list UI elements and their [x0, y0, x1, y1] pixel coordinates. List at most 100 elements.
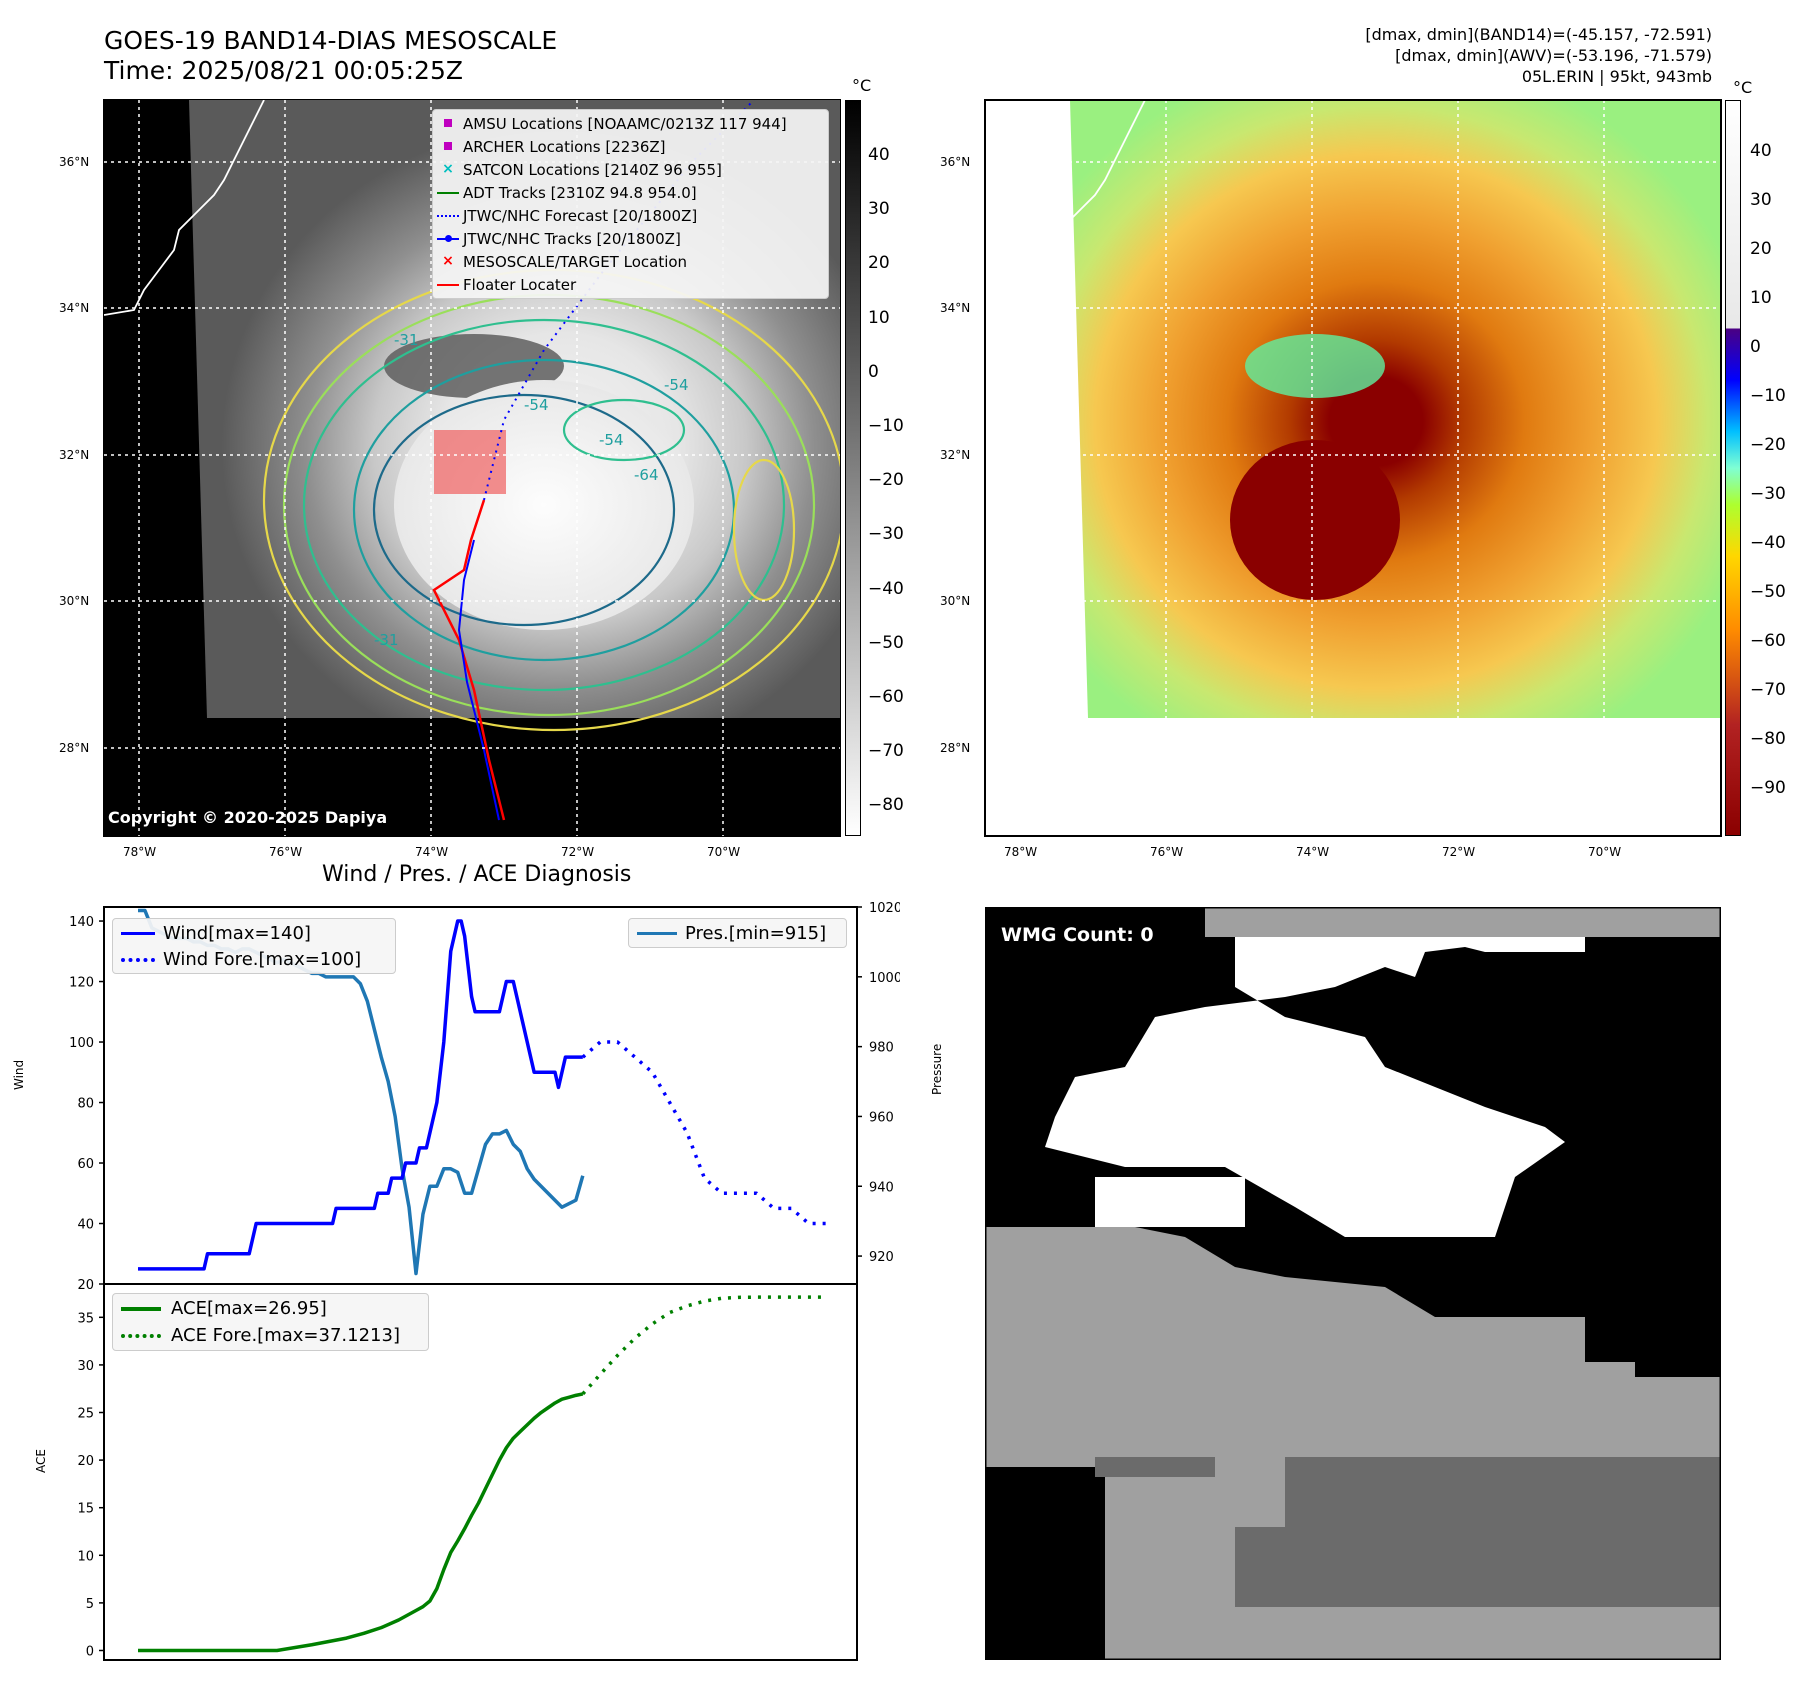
pressure-tick-label: 940	[869, 1180, 894, 1195]
storm-info-band14: [dmax, dmin](BAND14)=(-45.157, -72.591)	[1365, 25, 1712, 44]
wind-tick-label: 120	[69, 976, 94, 991]
legend-label: ACE[max=26.95]	[171, 1298, 327, 1319]
pressure-tick-label: 1000	[869, 971, 900, 986]
colorbar-tick-label: 30	[868, 199, 890, 220]
lat-tick-label: 32°N	[940, 448, 971, 462]
colorbar-tick-label: −20	[868, 470, 904, 491]
storm-info-awv: [dmax, dmin](AWV)=(-53.196, -71.579)	[1395, 46, 1712, 65]
wind-tick-label: 80	[77, 1097, 94, 1112]
pressure-tick-label: 920	[869, 1250, 894, 1265]
legend-label: JTWC/NHC Forecast [20/1800Z]	[463, 206, 698, 225]
legend-item-forecast: JTWC/NHC Forecast [20/1800Z]	[433, 204, 828, 227]
legend-label: ADT Tracks [2310Z 94.8 954.0]	[463, 183, 697, 202]
ace-panel-frame	[103, 1283, 858, 1661]
awv-map-panel	[985, 100, 1721, 836]
line-icon	[113, 920, 163, 946]
dotted-line-icon	[113, 946, 163, 972]
legend-item-amsu: AMSU Locations [NOAAMC/0213Z 117 944]	[433, 112, 828, 135]
lat-tick-label: 32°N	[59, 448, 90, 462]
lat-tick-label: 34°N	[940, 301, 971, 315]
colorbar-tick-label: 40	[1750, 141, 1772, 161]
pressure-tick-label: 1020	[869, 901, 900, 916]
colorbar-tick-label: 10	[868, 307, 890, 328]
lat-tick-label: 28°N	[940, 741, 971, 755]
legend-label: Wind Fore.[max=100]	[163, 948, 362, 970]
figure-title-line2: Time: 2025/08/21 00:05:25Z	[104, 56, 463, 85]
ace-tick-label: 15	[77, 1502, 94, 1517]
wind-legend: Wind[max=140] Wind Fore.[max=100]	[112, 918, 396, 974]
colorbar-tick-label: −80	[1750, 729, 1786, 749]
legend-label: AMSU Locations [NOAAMC/0213Z 117 944]	[463, 114, 787, 133]
colorbar-tick-label: −70	[1750, 680, 1786, 700]
colorbar-tick-label: 20	[1750, 239, 1772, 259]
legend-item-floater: Floater Locater	[433, 273, 828, 296]
lon-tick-label: 74°W	[415, 845, 449, 859]
line-icon	[629, 920, 685, 946]
ace-tick-label: 10	[77, 1549, 94, 1564]
ace-tick-label: 30	[77, 1359, 94, 1374]
contour-label: -54	[599, 431, 624, 449]
colorbar-tick-label: −10	[1750, 386, 1786, 406]
colorbar-tick-label: −60	[868, 687, 904, 707]
lon-tick-label: 78°W	[123, 845, 157, 859]
pressure-tick-label: 980	[869, 1041, 894, 1056]
left-colorbar-unit: °C	[852, 76, 872, 95]
lon-tick-label: 76°W	[269, 845, 303, 859]
wind-tick-label: 60	[77, 1157, 94, 1172]
colorbar-tick-label: 0	[1750, 337, 1761, 357]
legend-label: MESOSCALE/TARGET Location	[463, 252, 688, 271]
contour-label: -31	[394, 331, 419, 349]
colorbar-tick-label: −10	[868, 416, 904, 436]
legend-item-tracks: JTWC/NHC Tracks [20/1800Z]	[433, 227, 828, 250]
storm-info: [dmax, dmin](BAND14)=(-45.157, -72.591) …	[1365, 24, 1712, 87]
right-colorbar-unit: °C	[1733, 78, 1753, 97]
colorbar-tick-label: −90	[1750, 778, 1786, 798]
lat-tick-label: 36°N	[940, 155, 971, 169]
line-dot-icon	[433, 227, 463, 250]
wind-tick-label: 20	[77, 1278, 94, 1293]
ace-tick-label: 5	[86, 1597, 94, 1612]
legend-label: ARCHER Locations [2236Z]	[463, 137, 666, 156]
wind-series-line	[138, 919, 583, 1271]
lon-tick-label: 72°W	[561, 845, 595, 859]
pressure-axis-label: Pressure	[930, 1043, 944, 1095]
lon-tick-label: 76°W	[1150, 845, 1184, 859]
figure-title-line1: GOES-19 BAND14-DIAS MESOSCALE	[104, 26, 558, 55]
lat-tick-label: 30°N	[940, 594, 971, 608]
ace-series-line	[138, 1392, 584, 1653]
dotted-line-icon	[433, 204, 463, 227]
colorbar-tick-label: −60	[1750, 631, 1786, 651]
legend-item-ace-forecast: ACE Fore.[max=37.1213]	[113, 1322, 428, 1349]
legend-item-target: × MESOSCALE/TARGET Location	[433, 250, 828, 273]
colorbar-tick-label: −30	[1750, 484, 1786, 504]
left-colorbar	[845, 100, 861, 836]
colorbar-tick-label: 10	[1750, 288, 1772, 308]
dotted-line-icon	[113, 1322, 171, 1349]
pressure-legend: Pres.[min=915]	[628, 918, 847, 948]
lon-tick-label: 72°W	[1442, 845, 1476, 859]
colorbar-tick-label: −30	[868, 524, 904, 545]
wind-tick-label: 140	[69, 915, 94, 930]
wind-tick-label: 40	[77, 1218, 94, 1233]
line-icon	[433, 273, 463, 296]
wind-axis-label: Wind	[12, 1059, 26, 1090]
wind-forecast-series-line	[581, 1040, 827, 1226]
figure-title: GOES-19 BAND14-DIAS MESOSCALE Time: 2025…	[104, 26, 557, 86]
colorbar-tick-label: −50	[868, 632, 904, 653]
copyright: Copyright © 2020-2025 Dapiya	[108, 808, 388, 827]
ace-tick-label: 20	[77, 1454, 94, 1469]
diagnosis-title: Wind / Pres. / ACE Diagnosis	[322, 862, 632, 887]
colorbar-tick-label: −20	[1750, 435, 1786, 455]
x-marker-icon: ×	[442, 253, 454, 269]
colorbar-tick-label: 0	[868, 361, 879, 382]
pressure-tick-label: 960	[869, 1110, 894, 1125]
ace-tick-label: 35	[77, 1311, 94, 1326]
colorbar-tick-label: 40	[868, 145, 890, 165]
ace-forecast-series-line	[581, 1295, 827, 1396]
lat-tick-label: 34°N	[59, 301, 90, 315]
contour-label: -64	[634, 466, 659, 484]
colorbar-tick-label: 20	[868, 253, 890, 274]
lon-tick-label: 70°W	[707, 845, 741, 859]
legend-label: Floater Locater	[463, 275, 577, 294]
legend-label: Pres.[min=915]	[685, 922, 827, 944]
